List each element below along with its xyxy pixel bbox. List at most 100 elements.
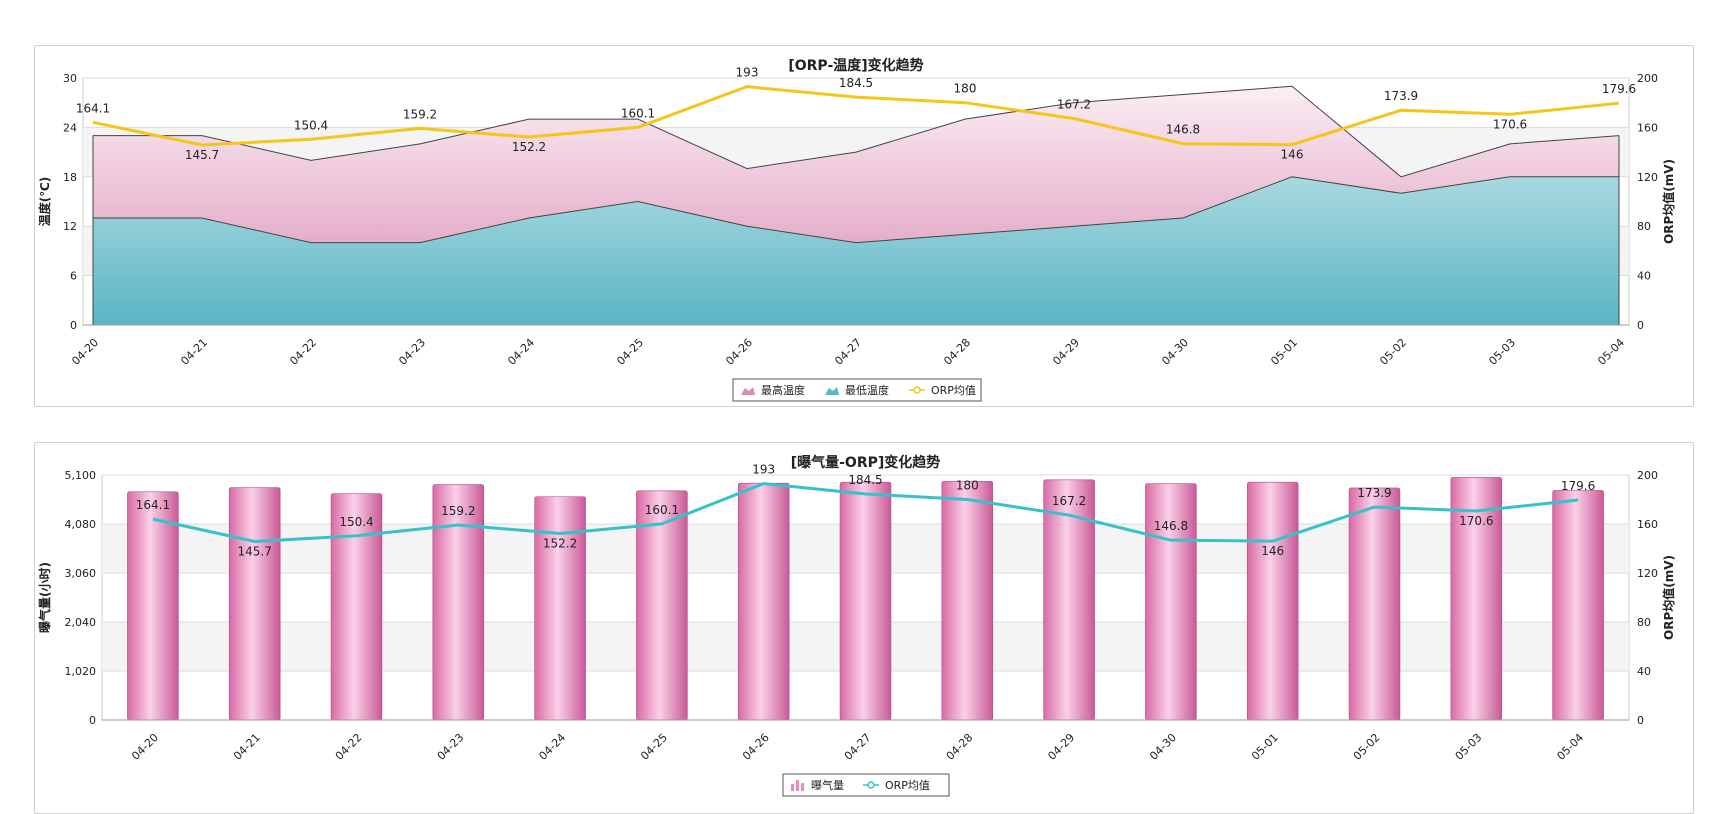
y-tick-label: 6 [70, 270, 77, 283]
x-tick-label: 04-24 [536, 731, 568, 763]
legend-icon-bar [791, 784, 794, 791]
x-tick-label: 04-22 [287, 336, 319, 368]
y2-axis-title: ORP均值(mV) [1661, 159, 1676, 244]
x-tick-label: 05-02 [1351, 731, 1383, 763]
x-tick-label: 04-21 [231, 731, 263, 763]
data-label-orp: 160.1 [645, 503, 679, 517]
x-tick-label: 04-29 [1045, 731, 1077, 763]
legend-icon-bar [801, 783, 804, 791]
y2-tick-label: 80 [1637, 616, 1651, 629]
data-label-orp: 173.9 [1357, 486, 1391, 500]
data-label-orp: 179.6 [1602, 82, 1636, 96]
x-tick-label: 04-20 [129, 731, 161, 763]
data-label-orp: 145.7 [238, 545, 272, 559]
data-label-orp: 167.2 [1057, 98, 1091, 112]
y-tick-label: 18 [63, 171, 77, 184]
x-tick-label: 05-03 [1453, 731, 1485, 763]
legend-icon-marker [913, 386, 921, 394]
x-tick-label: 04-27 [832, 336, 864, 368]
chart-panel-orp-temperature: 0 0 6 40 12 80 18 120 24 160 30 200 164.1 145.7 150.4 1… [34, 45, 1694, 407]
x-tick-label: 05-04 [1595, 336, 1627, 368]
legend-icon-area [825, 387, 839, 395]
x-tick-label: 04-20 [69, 336, 101, 368]
y2-tick-label: 200 [1637, 469, 1658, 482]
x-tick-label: 04-26 [723, 336, 755, 368]
data-label-orp: 146.8 [1166, 123, 1200, 137]
data-label-orp: 146 [1261, 544, 1284, 558]
x-tick-label: 04-30 [1159, 336, 1191, 368]
legend-label: ORP均值 [931, 384, 976, 397]
data-label-orp: 179.6 [1561, 479, 1595, 493]
data-label-orp: 170.6 [1459, 514, 1493, 528]
x-tick-label: 05-01 [1249, 731, 1281, 763]
bar-aeration [228, 487, 281, 721]
data-label-orp: 173.9 [1384, 89, 1418, 103]
data-label-orp: 193 [736, 66, 759, 80]
bar-aeration [737, 482, 790, 721]
x-tick-label: 04-21 [178, 336, 210, 368]
data-label-orp: 184.5 [839, 76, 873, 90]
data-label-orp: 193 [752, 463, 775, 477]
y-tick-label: 12 [63, 220, 77, 233]
x-tick-label: 04-24 [505, 336, 537, 368]
x-tick-label: 04-25 [638, 731, 670, 763]
x-tick-label: 05-04 [1554, 731, 1586, 763]
data-label-orp: 152.2 [543, 537, 577, 551]
y2-tick-label: 0 [1637, 319, 1644, 332]
x-tick-label: 05-02 [1377, 336, 1409, 368]
data-label-orp: 164.1 [136, 498, 170, 512]
bar-aeration [127, 491, 179, 721]
y-tick-label: 3,060 [65, 567, 97, 580]
x-tick-label: 05-01 [1268, 336, 1300, 368]
y2-tick-label: 120 [1637, 567, 1658, 580]
y-tick-label: 0 [89, 714, 96, 727]
bar-aeration [534, 496, 586, 721]
y2-tick-label: 0 [1637, 714, 1644, 727]
series-line-high-temp [93, 85, 1620, 178]
chart-orp-temperature: 0 0 6 40 12 80 18 120 24 160 30 200 164.1 145.7 150.4 1… [37, 57, 1676, 402]
x-tick-label: 04-22 [333, 731, 365, 763]
bar-aeration [1246, 481, 1299, 721]
legend-label: ORP均值 [885, 779, 930, 792]
legend-label: 最高温度 [761, 383, 805, 397]
data-label-orp: 170.6 [1493, 117, 1527, 131]
bar-aeration [1552, 490, 1604, 721]
y-tick-label: 24 [63, 121, 77, 134]
data-label-orp: 146 [1281, 148, 1304, 162]
x-tick-label: 04-28 [941, 336, 973, 368]
data-label-orp: 184.5 [848, 473, 882, 487]
data-label-orp: 145.7 [185, 148, 219, 162]
y2-tick-label: 40 [1637, 270, 1651, 283]
series-line-orp [152, 482, 1579, 544]
legend: 最高温度 最低温度 ORP均值 [732, 378, 982, 402]
bar-aeration [432, 484, 485, 721]
bar-aeration [839, 481, 892, 721]
y-tick-label: 4,080 [65, 518, 97, 531]
x-tick-label: 04-29 [1050, 336, 1082, 368]
data-label-orp: 150.4 [339, 515, 373, 529]
chart-title: [曝气量-ORP]变化趋势 [791, 454, 941, 471]
legend-icon-area [741, 387, 755, 395]
x-tick-label: 04-23 [396, 336, 428, 368]
y-tick-label: 1,020 [65, 665, 97, 678]
legend-label: 曝气量 [811, 778, 844, 792]
data-label-orp: 159.2 [403, 107, 437, 121]
legend-label: 最低温度 [845, 383, 889, 397]
y2-tick-label: 80 [1637, 220, 1651, 233]
chart-panel-aeration-orp: 0 0 1,020 40 2,040 80 3,060 120 4,080 160 5,100 200… [34, 442, 1694, 814]
y2-tick-label: 160 [1637, 518, 1658, 531]
x-tick-label: 04-28 [944, 731, 976, 763]
legend-icon-bar [796, 780, 799, 791]
x-tick-label: 04-30 [1147, 731, 1179, 763]
bar-aeration [1348, 487, 1401, 721]
data-label-orp: 150.4 [294, 118, 328, 132]
y-tick-label: 2,040 [65, 616, 97, 629]
data-label-orp: 180 [954, 82, 977, 96]
y-axis-title: 曝气量(小时) [37, 562, 52, 633]
data-label-orp: 180 [956, 479, 979, 493]
series-area-low-temp [93, 176, 1619, 325]
data-label-orp: 164.1 [76, 101, 110, 115]
y-tick-label: 0 [70, 319, 77, 332]
y2-tick-label: 160 [1637, 121, 1658, 134]
bar-aeration [941, 480, 994, 721]
